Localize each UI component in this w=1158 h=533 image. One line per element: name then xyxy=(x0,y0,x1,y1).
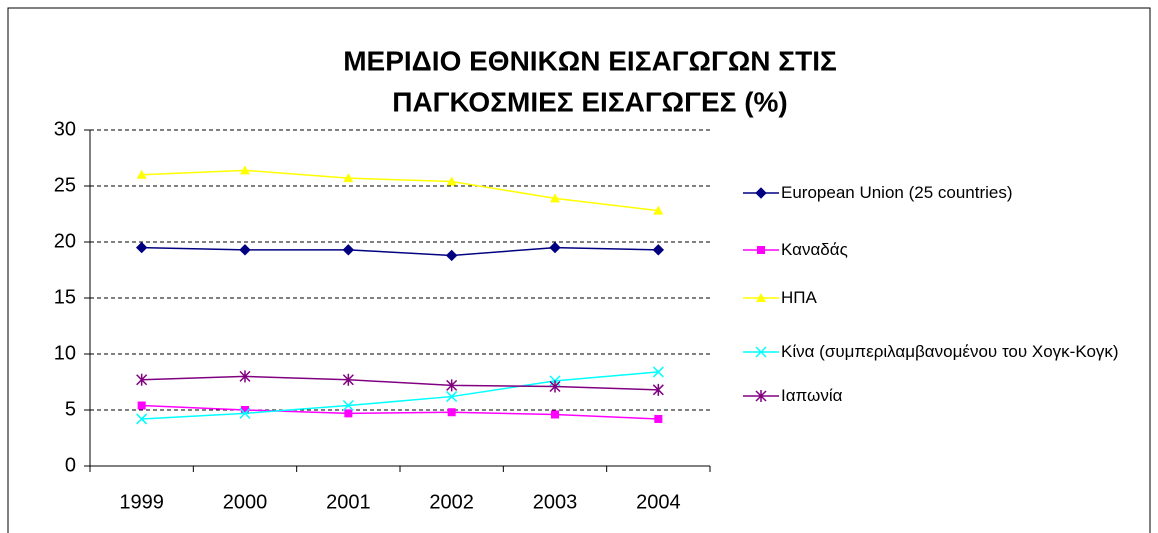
marker xyxy=(549,241,561,254)
marker xyxy=(445,249,458,262)
legend-label: Κίνα (συμπεριλαμβανομένου του Χογκ-Κογκ) xyxy=(781,342,1119,361)
marker xyxy=(755,346,767,358)
legend-item: Καναδάς xyxy=(743,240,1121,260)
marker xyxy=(239,244,251,256)
legend-item: Ιαπωνία xyxy=(743,386,1121,406)
y-tick-label: 30 xyxy=(54,118,76,140)
marker xyxy=(652,244,665,256)
marker xyxy=(755,390,767,402)
legend-item: European Union (25 countries) xyxy=(743,183,1121,203)
marker xyxy=(446,391,458,403)
marker xyxy=(755,187,767,199)
x-tick-label: 2001 xyxy=(326,491,371,513)
y-tick-label: 25 xyxy=(54,174,76,196)
marker xyxy=(756,293,766,302)
marker xyxy=(447,408,456,417)
legend-label: European Union (25 countries) xyxy=(781,183,1013,202)
legend-swatch xyxy=(743,390,779,402)
marker xyxy=(136,169,147,179)
marker xyxy=(652,383,664,396)
y-tick-label: 10 xyxy=(54,342,76,364)
legend-label: Καναδάς xyxy=(781,240,848,259)
legend-label: Ιαπωνία xyxy=(781,386,843,405)
chart-frame xyxy=(7,7,1151,533)
legend-item: ΗΠΑ xyxy=(743,288,1121,308)
marker xyxy=(446,379,458,392)
legend-item: Κίνα (συμπεριλαμβανομένου του Χογκ-Κογκ) xyxy=(743,342,1121,362)
marker xyxy=(652,366,664,378)
y-tick-label: 20 xyxy=(54,230,76,252)
marker xyxy=(137,401,146,410)
y-tick-label: 0 xyxy=(65,454,76,476)
legend-swatch xyxy=(743,246,779,254)
marker xyxy=(135,241,148,254)
marker xyxy=(549,380,561,393)
series-line xyxy=(141,375,659,391)
x-tick-label: 2002 xyxy=(429,491,474,513)
chart-title: ΜΕΡΙΔΙΟ ΕΘΝΙΚΩΝ ΕΙΣΑΓΩΓΩΝ ΣΤΙΣ xyxy=(343,45,837,76)
series-line xyxy=(141,169,659,212)
legend-swatch xyxy=(743,346,779,358)
marker xyxy=(239,407,251,419)
marker xyxy=(653,205,664,215)
x-tick-label: 2003 xyxy=(533,491,578,513)
marker xyxy=(342,244,355,256)
x-tick-label: 2000 xyxy=(223,491,268,513)
marker xyxy=(344,409,353,418)
legend-swatch xyxy=(743,187,779,199)
marker xyxy=(343,173,354,183)
series-line xyxy=(141,404,659,420)
y-tick-label: 15 xyxy=(54,286,76,308)
y-tick-label: 5 xyxy=(65,398,76,420)
marker xyxy=(239,370,251,383)
series-line xyxy=(141,371,659,420)
marker xyxy=(136,373,148,386)
marker xyxy=(550,193,560,203)
marker xyxy=(654,414,663,423)
marker xyxy=(342,399,354,412)
series-line xyxy=(141,246,659,257)
marker xyxy=(446,176,457,186)
legend-label: ΗΠΑ xyxy=(781,288,817,307)
marker xyxy=(342,373,354,386)
marker xyxy=(240,165,250,175)
legend-swatch xyxy=(743,293,779,302)
marker xyxy=(136,413,148,425)
chart-title: ΠΑΓΚΟΣΜΙΕΣ ΕΙΣΑΓΩΓΕΣ (%) xyxy=(392,86,788,117)
marker xyxy=(241,406,249,414)
x-tick-label: 2004 xyxy=(636,491,681,513)
marker xyxy=(551,410,559,419)
x-tick-label: 1999 xyxy=(119,491,164,513)
marker xyxy=(757,246,765,254)
